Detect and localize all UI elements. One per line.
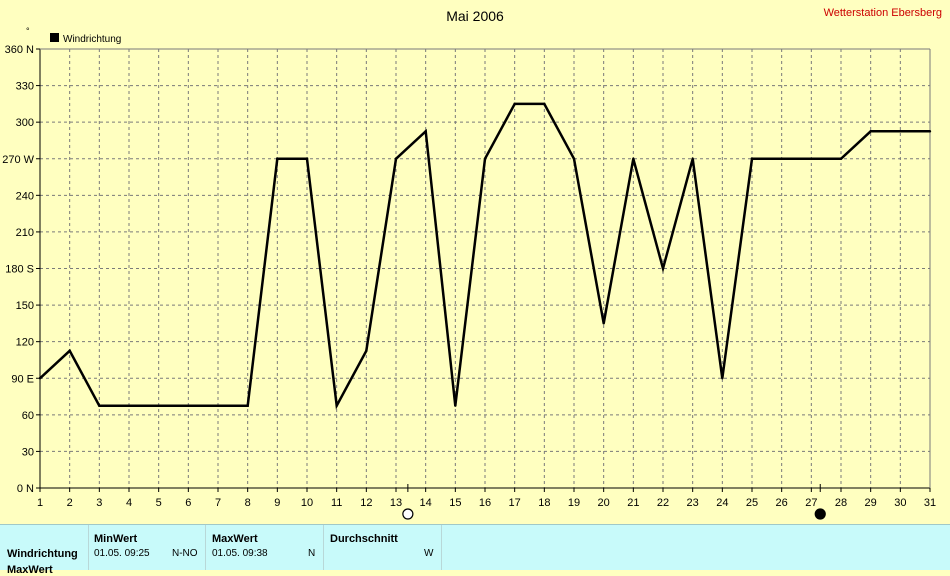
x-tick-label: 28 bbox=[835, 497, 847, 509]
full-moon-icon bbox=[402, 508, 414, 520]
data-point bbox=[780, 157, 783, 160]
x-tick-label: 2 bbox=[67, 497, 73, 509]
x-tick-label: 31 bbox=[924, 497, 936, 509]
data-point bbox=[691, 157, 694, 160]
data-point bbox=[899, 130, 902, 133]
max-header: MaxWert bbox=[212, 533, 258, 545]
data-point bbox=[187, 404, 190, 407]
data-point bbox=[276, 157, 279, 160]
legend-label: Windrichtung bbox=[63, 34, 121, 45]
max-value: N bbox=[308, 548, 316, 559]
x-tick-label: 24 bbox=[716, 497, 728, 509]
x-tick-label: 9 bbox=[274, 497, 280, 509]
data-point bbox=[68, 349, 71, 353]
data-point bbox=[246, 404, 249, 407]
x-tick-label: 3 bbox=[96, 497, 102, 509]
y-tick-label: 90 E bbox=[11, 373, 34, 385]
stats-column-label bbox=[0, 525, 89, 570]
x-tick-label: 17 bbox=[509, 497, 521, 509]
x-tick-label: 10 bbox=[301, 497, 313, 509]
avg-value: W bbox=[424, 548, 434, 559]
new-moon-icon bbox=[814, 508, 826, 520]
y-tick-label: 270 W bbox=[2, 154, 34, 166]
data-point bbox=[632, 157, 635, 160]
y-tick-label: 120 bbox=[16, 337, 34, 349]
row-label-maxwert: MaxWert bbox=[7, 564, 53, 576]
x-tick-label: 23 bbox=[687, 497, 699, 509]
data-point bbox=[335, 404, 338, 407]
x-tick-label: 16 bbox=[479, 497, 491, 509]
x-tick-label: 15 bbox=[449, 497, 461, 509]
x-tick-label: 11 bbox=[331, 497, 342, 509]
y-tick-label: 30 bbox=[22, 446, 34, 458]
row-label-windrichtung: Windrichtung bbox=[7, 548, 78, 560]
data-point bbox=[127, 404, 131, 407]
x-tick-label: 22 bbox=[657, 497, 669, 509]
min-time: 01.05. 09:25 bbox=[94, 548, 150, 559]
data-point bbox=[216, 404, 220, 407]
data-point bbox=[394, 157, 398, 160]
y-tick-label: 330 bbox=[16, 81, 34, 93]
data-point bbox=[424, 130, 427, 133]
x-tick-label: 29 bbox=[865, 497, 877, 509]
x-tick-label: 20 bbox=[598, 497, 610, 509]
x-tick-label: 8 bbox=[245, 497, 251, 509]
data-point bbox=[38, 377, 42, 380]
x-tick-label: 18 bbox=[538, 497, 550, 509]
data-point bbox=[513, 102, 516, 106]
stats-column-min bbox=[88, 525, 206, 570]
min-value: N-NO bbox=[172, 548, 198, 559]
data-point bbox=[157, 404, 160, 407]
stats-panel: MinWert MaxWert Durchschnitt Windrichtun… bbox=[0, 524, 950, 576]
max-time: 01.05. 09:38 bbox=[212, 548, 268, 559]
y-tick-label: 300 bbox=[16, 117, 34, 129]
data-point bbox=[750, 157, 754, 160]
avg-header: Durchschnitt bbox=[330, 533, 398, 545]
x-tick-label: 19 bbox=[568, 497, 580, 509]
data-point bbox=[454, 404, 457, 407]
x-tick-label: 13 bbox=[390, 497, 402, 509]
data-point bbox=[661, 267, 665, 270]
data-point bbox=[869, 130, 872, 133]
chart-title: Mai 2006 bbox=[446, 8, 504, 24]
data-point bbox=[483, 157, 487, 160]
legend-swatch bbox=[50, 33, 59, 42]
data-point bbox=[365, 349, 368, 353]
x-tick-label: 4 bbox=[126, 497, 132, 509]
x-tick-label: 6 bbox=[185, 497, 191, 509]
data-point bbox=[98, 404, 101, 407]
data-point bbox=[839, 157, 843, 160]
y-tick-label: 210 bbox=[16, 227, 34, 239]
x-tick-label: 30 bbox=[894, 497, 906, 509]
y-tick-label: 150 bbox=[16, 300, 34, 312]
x-tick-label: 27 bbox=[805, 497, 817, 509]
y-tick-label: 180 S bbox=[5, 264, 34, 276]
x-tick-label: 5 bbox=[156, 497, 162, 509]
data-point bbox=[543, 102, 546, 106]
x-tick-label: 25 bbox=[746, 497, 758, 509]
stats-column-max bbox=[206, 525, 324, 570]
y-tick-label: 0 N bbox=[17, 483, 34, 495]
data-point bbox=[602, 322, 605, 325]
x-tick-label: 21 bbox=[627, 497, 639, 509]
x-tick-label: 26 bbox=[776, 497, 788, 509]
y-tick-label: 240 bbox=[16, 190, 34, 202]
data-point bbox=[810, 157, 813, 160]
data-point bbox=[928, 130, 932, 133]
y-tick-label: 60 bbox=[22, 410, 34, 422]
x-tick-label: 12 bbox=[360, 497, 372, 509]
y-tick-label: 360 N bbox=[5, 44, 34, 56]
x-tick-label: 14 bbox=[420, 497, 432, 509]
x-tick-label: 1 bbox=[37, 497, 43, 509]
x-tick-label: 7 bbox=[215, 497, 221, 509]
data-point bbox=[572, 157, 576, 160]
stats-column-avg bbox=[324, 525, 442, 570]
station-name: Wetterstation Ebersberg bbox=[823, 7, 942, 19]
min-header: MinWert bbox=[94, 533, 138, 545]
data-point bbox=[305, 157, 309, 160]
y-unit-symbol: ° bbox=[26, 26, 30, 36]
data-point bbox=[721, 377, 724, 380]
